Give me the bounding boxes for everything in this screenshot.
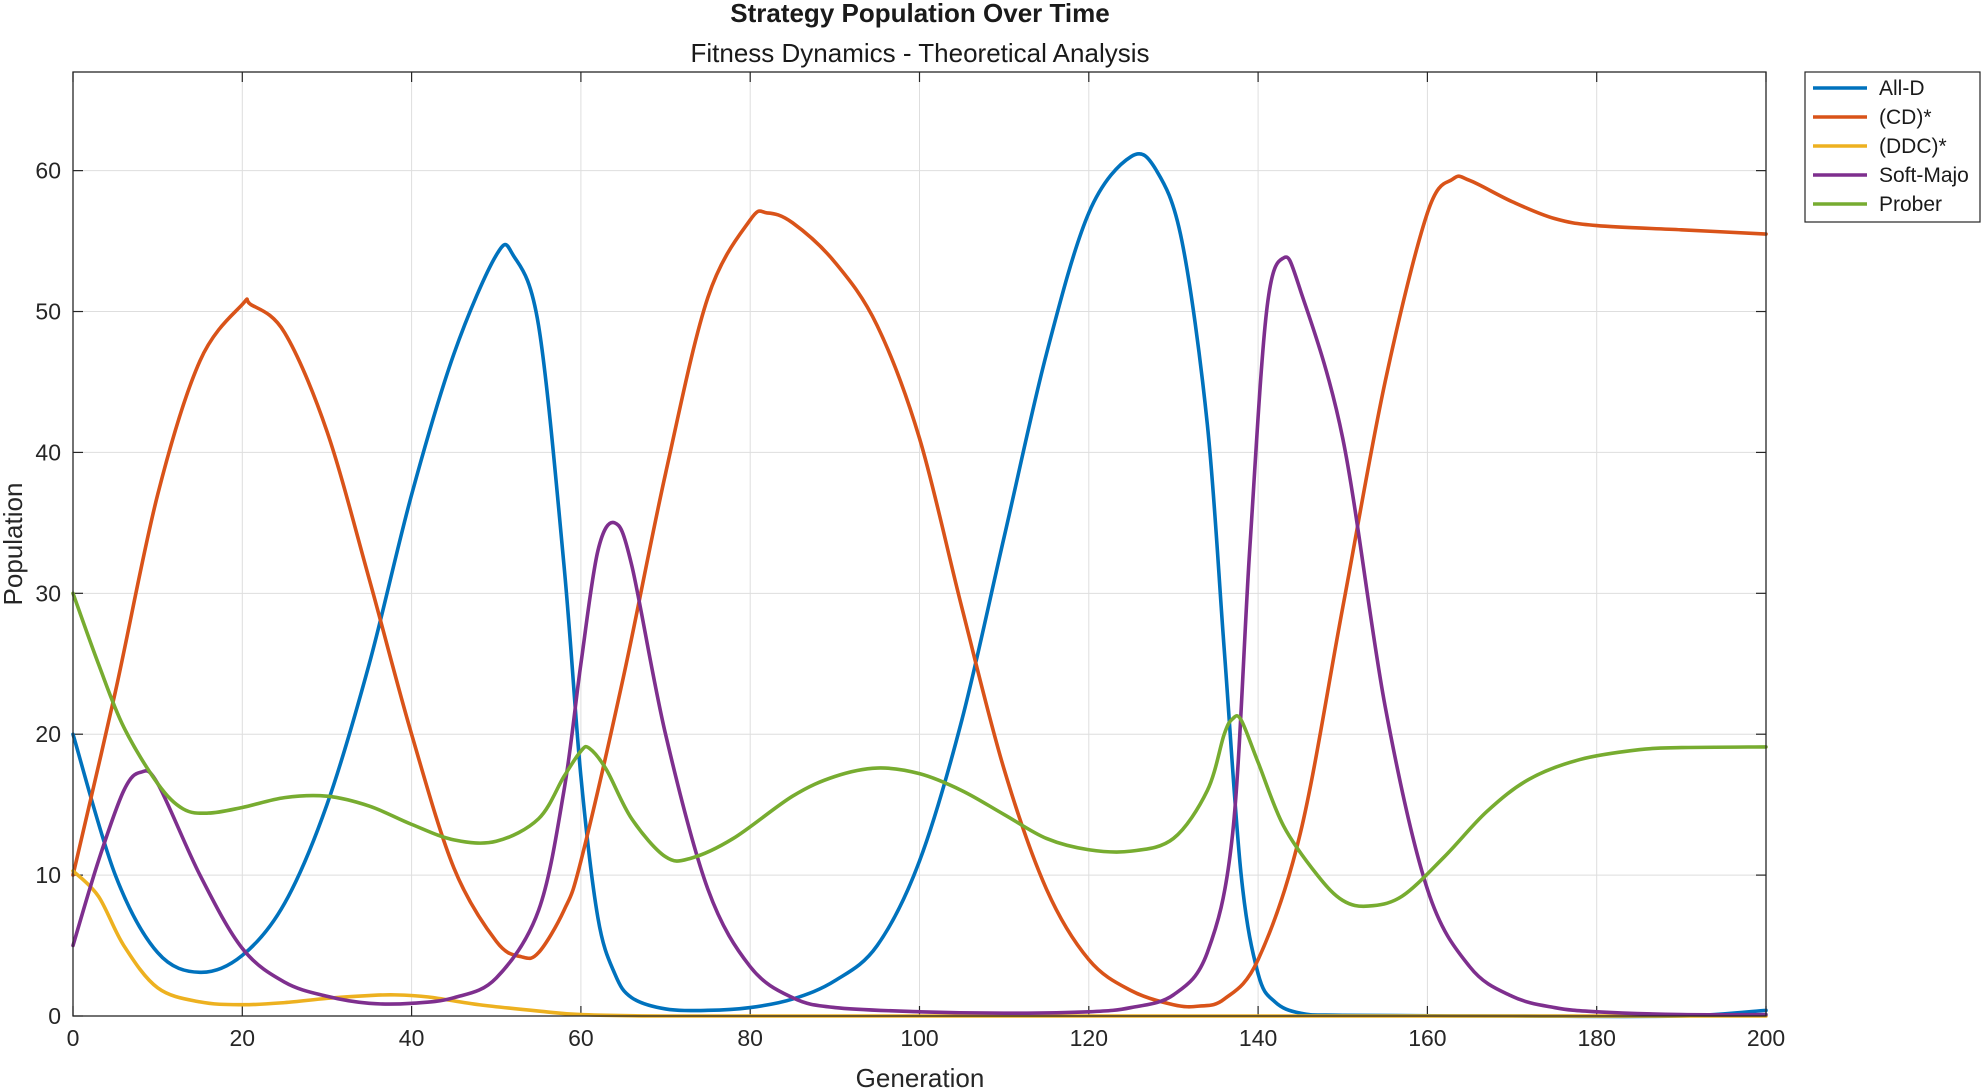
legend-label-prober: Prober — [1879, 193, 1942, 216]
y-tick-label: 0 — [48, 1003, 61, 1029]
legend-label-all-d: All-D — [1879, 77, 1925, 100]
x-axis-label: Generation — [856, 1063, 985, 1091]
x-tick-label: 100 — [900, 1025, 938, 1051]
y-tick-label: 60 — [35, 158, 61, 184]
series-line-all-d — [71, 151, 1768, 1019]
y-tick-label: 50 — [35, 299, 61, 325]
legend-label-cd: (CD)* — [1879, 106, 1932, 129]
y-tick-label: 10 — [35, 862, 61, 888]
x-tick-label: 200 — [1747, 1025, 1785, 1051]
chart-subtitle: Fitness Dynamics - Theoretical Analysis — [690, 38, 1149, 68]
x-tick-label: 40 — [399, 1025, 425, 1051]
chart-title: Strategy Population Over Time — [730, 0, 1110, 28]
legend-label-soft-majo: Soft-Majo — [1879, 164, 1969, 187]
legend-label-ddc: (DDC)* — [1879, 135, 1947, 158]
series-line-soft-majo — [71, 255, 1768, 1017]
series-line-cd — [71, 174, 1768, 1009]
x-tick-label: 20 — [230, 1025, 256, 1051]
y-tick-label: 30 — [35, 580, 61, 606]
x-tick-label: 60 — [568, 1025, 594, 1051]
x-tick-label: 120 — [1070, 1025, 1108, 1051]
y-tick-label: 40 — [35, 439, 61, 465]
series-line-prober — [71, 591, 1768, 909]
x-tick-label: 0 — [67, 1025, 80, 1051]
x-tick-label: 180 — [1578, 1025, 1616, 1051]
tick-labels: 0 20 40 60 80 100 120 140 160 180 200 0 10 20 30 40 50 60 — [35, 158, 1785, 1051]
y-axis-label: Population — [0, 483, 28, 606]
x-tick-label: 140 — [1239, 1025, 1277, 1051]
legend: All-D (CD)* (DDC)* Soft-Majo Prober — [1804, 71, 1981, 223]
plot-area-border — [72, 71, 1767, 1017]
x-tick-label: 160 — [1408, 1025, 1446, 1051]
x-tick-label: 80 — [737, 1025, 763, 1051]
y-tick-label: 20 — [35, 721, 61, 747]
